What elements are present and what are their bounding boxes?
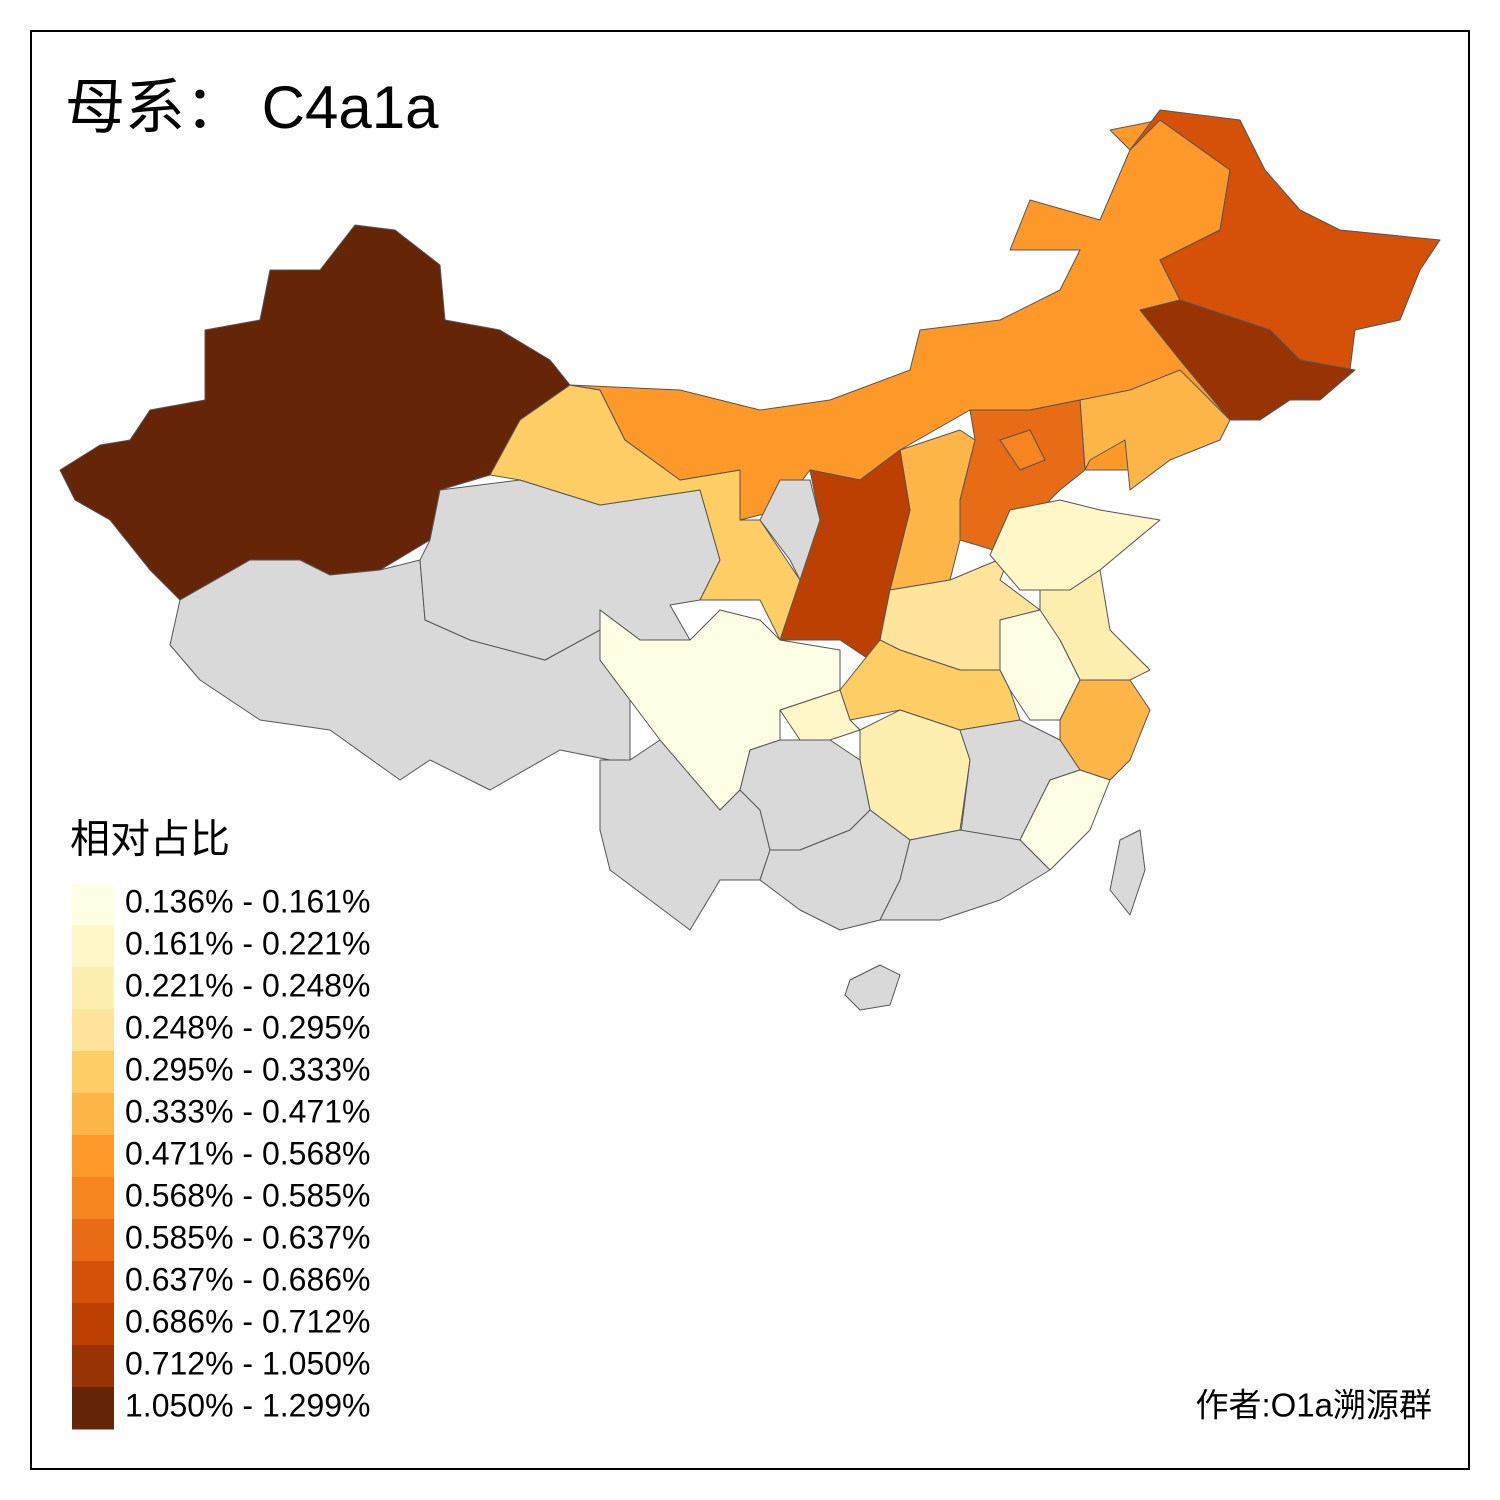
region xyxy=(839,639,1021,731)
legend: 0.136% - 0.161% 0.161% - 0.221% 0.221% - 0… xyxy=(72,883,371,1430)
region xyxy=(1129,109,1441,371)
legend-swatch xyxy=(72,1009,114,1052)
legend-swatch xyxy=(72,1387,114,1430)
legend-label: 0.136% - 0.161% xyxy=(125,883,371,919)
region xyxy=(999,429,1046,471)
legend-label: 1.050% - 1.299% xyxy=(125,1387,371,1423)
region xyxy=(599,609,841,811)
region xyxy=(759,479,821,581)
legend-label: 0.471% - 0.568% xyxy=(125,1135,371,1171)
legend-label: 0.712% - 1.050% xyxy=(125,1345,371,1381)
legend-label: 0.161% - 0.221% xyxy=(125,925,371,961)
legend-label: 0.637% - 0.686% xyxy=(125,1261,371,1297)
legend-swatch xyxy=(72,1303,114,1346)
legend-swatch xyxy=(72,1135,114,1178)
title: 母系： C4a1a xyxy=(65,74,439,141)
legend-swatch xyxy=(72,1345,114,1388)
region xyxy=(419,479,721,661)
legend-label: 0.686% - 0.712% xyxy=(125,1303,371,1339)
legend-swatch xyxy=(72,1093,114,1136)
legend-label: 0.568% - 0.585% xyxy=(125,1177,371,1213)
region xyxy=(1139,299,1356,421)
legend-swatch xyxy=(72,967,114,1010)
legend-swatch xyxy=(72,925,114,968)
region xyxy=(1109,829,1146,916)
region xyxy=(1079,369,1231,491)
legend-swatch xyxy=(72,1177,114,1220)
region xyxy=(989,499,1161,591)
legend-label: 0.221% - 0.248% xyxy=(125,967,371,1003)
region xyxy=(844,964,901,1011)
legend-label: 0.295% - 0.333% xyxy=(125,1051,371,1087)
legend-label: 0.248% - 0.295% xyxy=(125,1009,371,1045)
legend-swatch xyxy=(72,1219,114,1262)
credit: 作者:O1a溯源群 xyxy=(1195,1387,1432,1424)
legend-label: 0.333% - 0.471% xyxy=(125,1093,371,1129)
legend-swatch xyxy=(72,1051,114,1094)
legend-title: 相对占比 xyxy=(70,818,230,862)
legend-swatch xyxy=(72,883,114,926)
legend-swatch xyxy=(72,1261,114,1304)
region xyxy=(879,829,1051,921)
regions xyxy=(59,109,1441,1011)
legend-label: 0.585% - 0.637% xyxy=(125,1219,371,1255)
